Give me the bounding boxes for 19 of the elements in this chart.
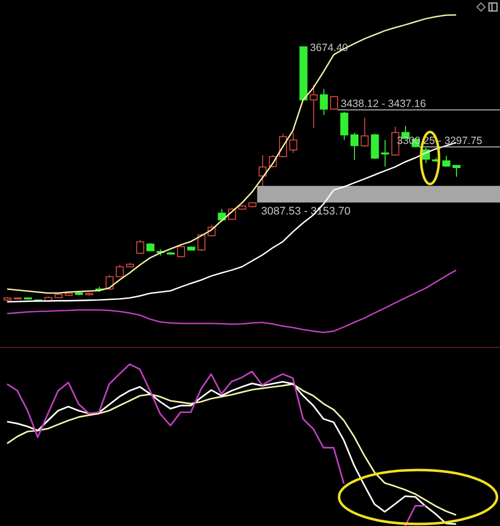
candlestick (391, 126, 400, 156)
candlestick (370, 133, 379, 160)
candlestick (289, 132, 298, 154)
candlestick (136, 240, 144, 255)
candlestick (360, 117, 369, 148)
candlestick (310, 84, 318, 128)
candlestick (116, 264, 124, 278)
annotation: 3438.12 - 3437.16 (340, 98, 426, 110)
candlestick (340, 111, 348, 140)
annotation: 3674.40 (310, 42, 348, 54)
candlestick (442, 155, 450, 168)
candlestick (320, 88, 328, 116)
candlestick (258, 154, 267, 186)
candlestick (350, 132, 358, 160)
candlestick (330, 95, 338, 110)
candlestick (177, 244, 186, 258)
candlestick (381, 139, 390, 168)
candlestick (197, 233, 206, 252)
candlestick (218, 208, 226, 222)
